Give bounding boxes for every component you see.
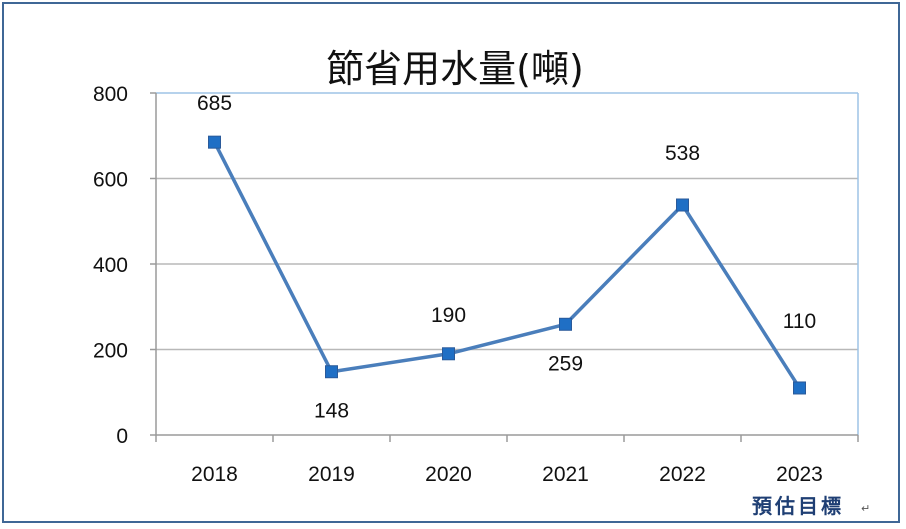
y-tick-label: 400: [93, 254, 128, 277]
target-annotation: 預估目標: [752, 494, 844, 518]
series-line-path: [212, 141, 801, 389]
data-label: 110: [783, 310, 816, 333]
x-tick-label: 2020: [425, 463, 472, 486]
axes: [150, 92, 859, 442]
data-point-marker: [325, 365, 338, 379]
data-point-marker: [442, 347, 455, 361]
x-tick-labels: 2018 2019 2020 2021 2022 2023: [191, 463, 823, 486]
data-point-marker: [676, 198, 689, 212]
data-point-marker: [208, 135, 221, 149]
grid-lines: [156, 177, 858, 351]
y-tick-labels: 0 200 400 600 800: [93, 83, 128, 448]
x-tick-label: 2018: [191, 463, 238, 486]
data-point-marker: [793, 381, 806, 395]
data-label: 148: [314, 400, 349, 423]
data-label: 190: [431, 304, 466, 327]
series-line: [212, 141, 801, 389]
y-tick-label: 600: [93, 169, 128, 192]
data-label: 259: [548, 352, 583, 375]
x-tick-label: 2019: [308, 463, 355, 486]
y-tick-label: 800: [93, 83, 128, 106]
chart-title: 節省用水量(噸): [326, 47, 584, 91]
y-tick-label: 200: [93, 340, 128, 363]
y-tick-label: 0: [116, 425, 128, 448]
data-label: 538: [665, 142, 700, 165]
data-label: 685: [197, 92, 232, 115]
data-labels: 685 148 190 259 538 110: [197, 92, 816, 423]
x-tick-label: 2022: [659, 463, 706, 486]
chart-frame: [2, 2, 900, 523]
data-point-marker: [559, 317, 572, 331]
return-mark: ↵: [861, 502, 870, 515]
series-markers: [208, 135, 806, 395]
x-tick-label: 2023: [776, 463, 823, 486]
x-tick-label: 2021: [542, 463, 589, 486]
